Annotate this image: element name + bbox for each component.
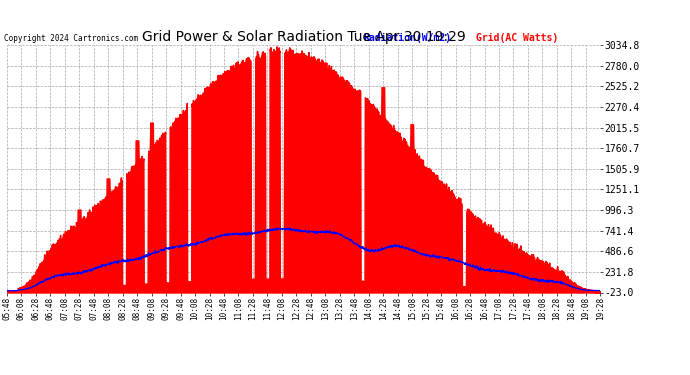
Text: Grid(AC Watts): Grid(AC Watts): [475, 33, 558, 42]
Title: Grid Power & Solar Radiation Tue Apr 30 19:29: Grid Power & Solar Radiation Tue Apr 30 …: [141, 30, 466, 44]
Text: Copyright 2024 Cartronics.com: Copyright 2024 Cartronics.com: [4, 33, 138, 42]
Text: Radiation(W/m2): Radiation(W/m2): [363, 33, 451, 42]
